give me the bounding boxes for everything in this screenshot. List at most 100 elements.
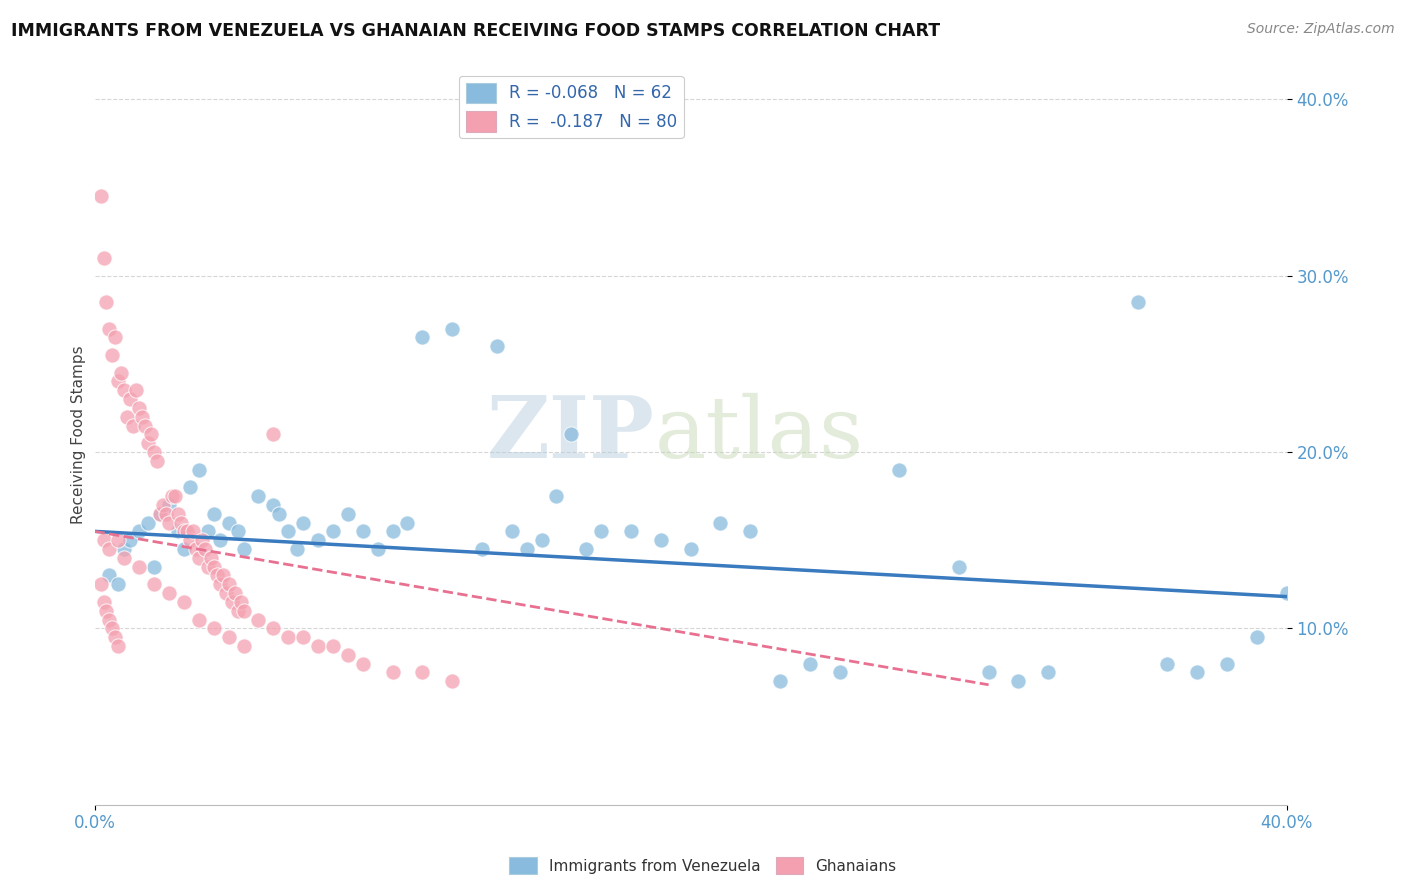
Point <box>381 665 404 680</box>
Point <box>173 595 195 609</box>
Text: Source: ZipAtlas.com: Source: ZipAtlas.com <box>1247 22 1395 37</box>
Point <box>218 630 240 644</box>
Point <box>322 639 344 653</box>
Point <box>122 418 145 433</box>
Point <box>232 541 254 556</box>
Point <box>307 639 329 653</box>
Point <box>211 568 233 582</box>
Point <box>170 516 193 530</box>
Legend: Immigrants from Venezuela, Ghanaians: Immigrants from Venezuela, Ghanaians <box>503 851 903 880</box>
Point <box>262 621 284 635</box>
Point <box>107 639 129 653</box>
Point <box>229 595 252 609</box>
Y-axis label: Receiving Food Stamps: Receiving Food Stamps <box>72 345 86 524</box>
Text: IMMIGRANTS FROM VENEZUELA VS GHANAIAN RECEIVING FOOD STAMPS CORRELATION CHART: IMMIGRANTS FROM VENEZUELA VS GHANAIAN RE… <box>11 22 941 40</box>
Point <box>107 375 129 389</box>
Point <box>167 507 190 521</box>
Point <box>128 524 150 539</box>
Point <box>136 516 159 530</box>
Point <box>197 524 219 539</box>
Point <box>93 533 115 548</box>
Point <box>200 550 222 565</box>
Point <box>128 559 150 574</box>
Point <box>98 613 121 627</box>
Point <box>307 533 329 548</box>
Point <box>187 550 209 565</box>
Point <box>269 507 291 521</box>
Point <box>591 524 613 539</box>
Point <box>98 321 121 335</box>
Point <box>501 524 523 539</box>
Point <box>221 595 243 609</box>
Point <box>1246 630 1268 644</box>
Point <box>98 568 121 582</box>
Point <box>205 568 228 582</box>
Point <box>889 462 911 476</box>
Point <box>143 577 166 591</box>
Point <box>1038 665 1060 680</box>
Point <box>184 541 207 556</box>
Point <box>155 507 177 521</box>
Point <box>292 630 315 644</box>
Point <box>247 489 270 503</box>
Text: atlas: atlas <box>655 392 863 476</box>
Point <box>575 541 598 556</box>
Point <box>560 427 582 442</box>
Point <box>396 516 419 530</box>
Point <box>163 489 186 503</box>
Point <box>1126 295 1149 310</box>
Point <box>128 401 150 415</box>
Point <box>131 409 153 424</box>
Point <box>232 639 254 653</box>
Point <box>96 295 118 310</box>
Point <box>471 541 494 556</box>
Point <box>134 418 156 433</box>
Point <box>218 577 240 591</box>
Point <box>485 339 508 353</box>
Point <box>218 516 240 530</box>
Point <box>197 559 219 574</box>
Point <box>1007 674 1029 689</box>
Point <box>226 524 249 539</box>
Point <box>441 674 464 689</box>
Point <box>650 533 672 548</box>
Point <box>136 436 159 450</box>
Point <box>799 657 821 671</box>
Point <box>141 427 163 442</box>
Point <box>208 577 231 591</box>
Point <box>120 533 142 548</box>
Point <box>152 498 174 512</box>
Point <box>247 613 270 627</box>
Point <box>143 445 166 459</box>
Point <box>98 541 121 556</box>
Point <box>167 524 190 539</box>
Point <box>191 533 214 548</box>
Point <box>93 251 115 265</box>
Point <box>110 366 132 380</box>
Point <box>90 189 112 203</box>
Point <box>828 665 851 680</box>
Point <box>143 559 166 574</box>
Point <box>285 541 308 556</box>
Point <box>157 586 180 600</box>
Point <box>104 630 127 644</box>
Point <box>530 533 553 548</box>
Point <box>1275 586 1298 600</box>
Point <box>336 507 359 521</box>
Point <box>112 384 135 398</box>
Point <box>160 489 183 503</box>
Point <box>107 533 129 548</box>
Point <box>90 577 112 591</box>
Point <box>101 348 124 362</box>
Point <box>149 507 172 521</box>
Point <box>292 516 315 530</box>
Point <box>149 507 172 521</box>
Point <box>187 462 209 476</box>
Point <box>620 524 643 539</box>
Point <box>381 524 404 539</box>
Point <box>224 586 246 600</box>
Point <box>411 665 433 680</box>
Point <box>117 409 139 424</box>
Point <box>1216 657 1239 671</box>
Point <box>112 541 135 556</box>
